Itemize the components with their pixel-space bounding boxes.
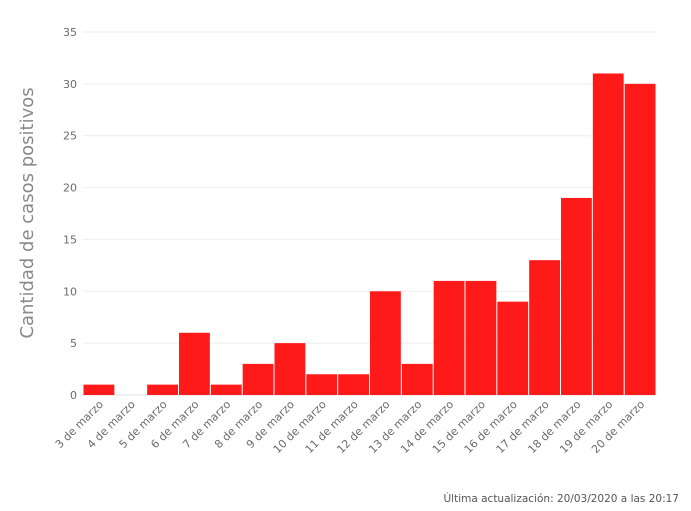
bar — [179, 332, 210, 395]
y-tick-label: 15 — [63, 233, 77, 246]
y-tick-label: 30 — [63, 78, 77, 91]
bar — [370, 291, 401, 395]
y-tick-label: 35 — [63, 26, 77, 39]
bar — [401, 363, 433, 395]
y-tick-label: 10 — [63, 285, 77, 298]
bar — [242, 363, 274, 395]
bar — [624, 83, 656, 395]
bar — [433, 280, 465, 395]
y-tick-label: 20 — [63, 182, 77, 195]
bars — [83, 73, 656, 395]
bar — [210, 384, 242, 395]
y-tick-label: 5 — [70, 337, 77, 350]
bar — [147, 384, 178, 395]
y-axis-label: Cantidad de casos positivos — [17, 87, 38, 338]
bar — [592, 73, 624, 395]
y-tick-label: 0 — [70, 389, 77, 402]
bar — [274, 343, 306, 395]
grid-lines — [83, 31, 656, 396]
bar — [561, 197, 592, 395]
bar — [306, 374, 338, 395]
y-tick-label: 25 — [63, 130, 77, 143]
bar — [83, 384, 115, 395]
bar — [465, 280, 497, 395]
bar — [497, 301, 529, 395]
bar — [529, 260, 560, 395]
bar — [338, 374, 369, 395]
y-axis-ticks: 0 5 10 15 20 25 30 35 — [63, 26, 77, 402]
last-update-note: Última actualización: 20/03/2020 a las 2… — [443, 493, 679, 505]
